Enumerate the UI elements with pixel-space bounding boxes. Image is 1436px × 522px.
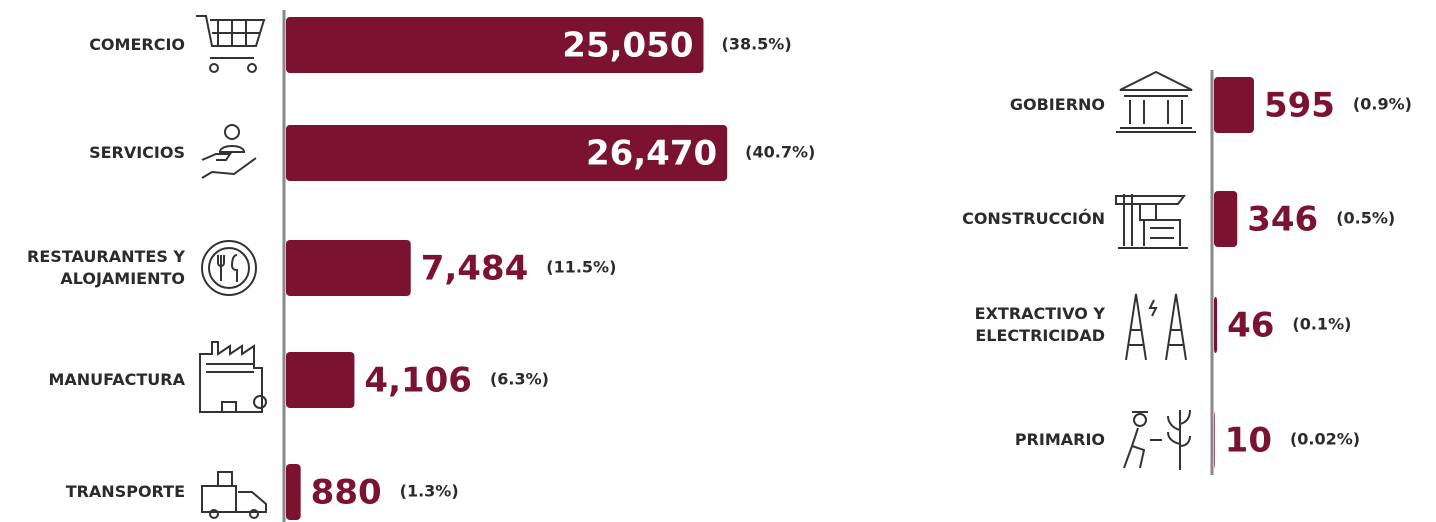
category-label: SERVICIOS xyxy=(89,143,185,162)
icon-cart xyxy=(196,15,266,73)
category-label: MANUFACTURA xyxy=(48,370,185,389)
category-label: GOBIERNO xyxy=(1009,95,1105,114)
value-label: 26,470 xyxy=(586,134,717,174)
icon-truck xyxy=(201,471,267,519)
value-label: 880 xyxy=(311,473,382,513)
category-label: CONSTRUCCIÓN xyxy=(962,209,1105,228)
category-label: TRANSPORTE xyxy=(65,482,185,501)
share-label: (11.5%) xyxy=(546,258,616,277)
value-label: 46 xyxy=(1227,306,1274,346)
category-label: RESTAURANTES Y ALOJAMIENTO xyxy=(27,247,185,288)
bar xyxy=(1214,77,1254,133)
icon-factory xyxy=(199,341,267,413)
value-label: 346 xyxy=(1247,200,1318,240)
icon-farmer xyxy=(1123,409,1191,470)
category-label: PRIMARIO xyxy=(1014,430,1105,449)
share-label: (0.9%) xyxy=(1353,95,1412,114)
icon-restaurant xyxy=(201,240,257,296)
bar xyxy=(1214,191,1238,247)
share-label: (0.02%) xyxy=(1290,430,1360,449)
bar xyxy=(286,17,704,73)
icon-service xyxy=(201,124,257,179)
value-label: 10 xyxy=(1225,421,1272,461)
bar xyxy=(286,240,411,296)
icon-government xyxy=(1116,70,1196,133)
icon-crane xyxy=(1115,194,1188,249)
bar xyxy=(286,464,301,520)
value-label: 595 xyxy=(1264,86,1335,126)
share-label: (38.5%) xyxy=(722,35,792,54)
value-label: 7,484 xyxy=(421,249,529,289)
share-label: (1.3%) xyxy=(400,482,459,501)
share-label: (0.5%) xyxy=(1336,209,1395,228)
category-label: EXTRACTIVO Y ELECTRICIDAD xyxy=(974,304,1105,345)
bar xyxy=(286,125,728,181)
bar xyxy=(286,352,355,408)
share-label: (40.7%) xyxy=(745,143,815,162)
share-label: (0.1%) xyxy=(1292,315,1351,334)
category-label: COMERCIO xyxy=(89,35,185,54)
bar xyxy=(1214,412,1215,468)
share-label: (6.3%) xyxy=(490,370,549,389)
value-label: 25,050 xyxy=(562,26,693,66)
value-label: 4,106 xyxy=(364,361,472,401)
icon-towers xyxy=(1125,293,1187,361)
bar xyxy=(1214,297,1218,353)
